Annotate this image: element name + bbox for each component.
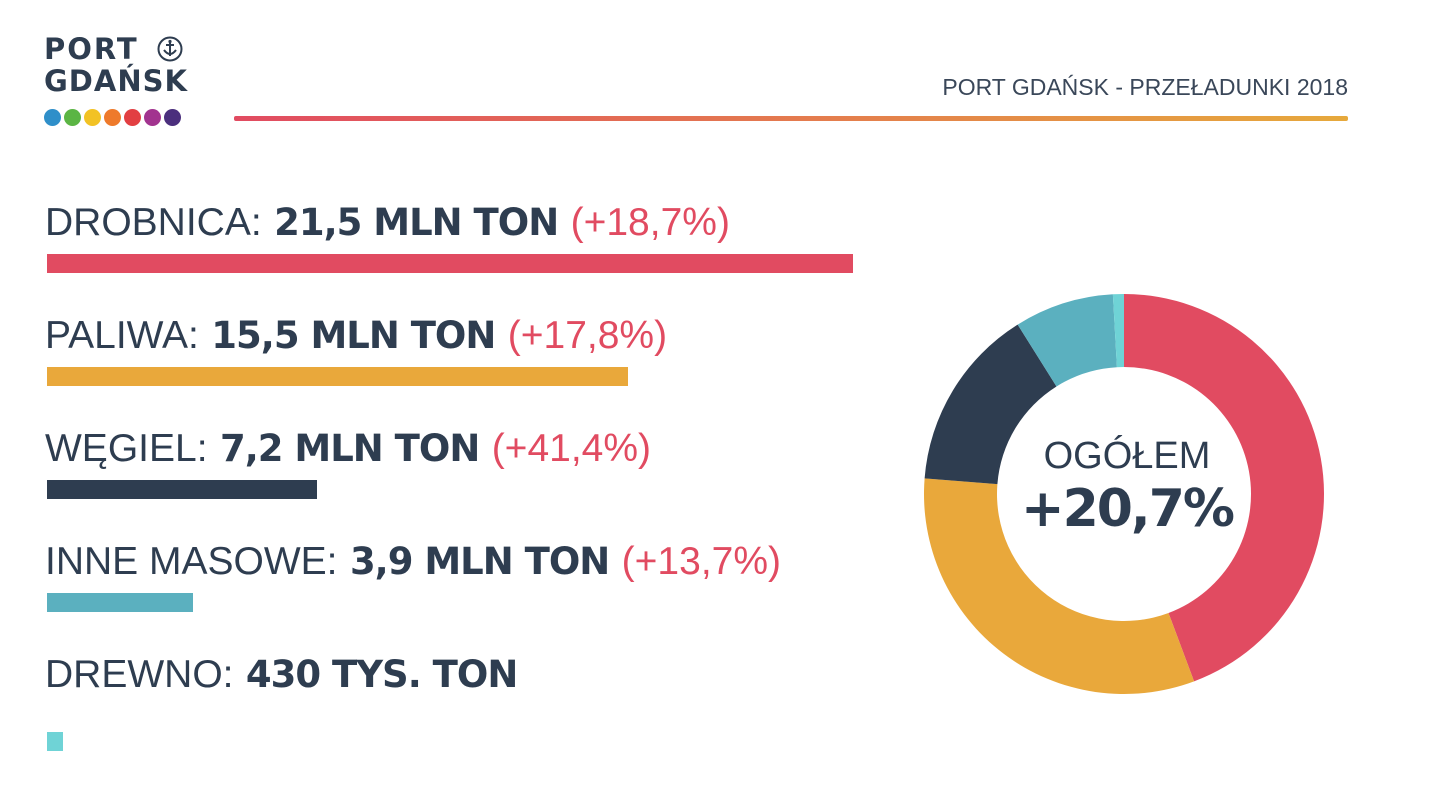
category-row: DREWNO: 430 TYS. TON <box>45 650 865 751</box>
logo-dot <box>164 109 181 126</box>
logo-dot <box>104 109 121 126</box>
category-bar <box>47 480 317 499</box>
anchor-icon <box>157 36 183 62</box>
logo-text-gdansk: GDAŃSK <box>44 64 188 98</box>
logo-text-port: PORT <box>44 32 139 66</box>
category-row: DROBNICA: 21,5 MLN TON (+18,7%) <box>45 198 865 298</box>
category-row: WĘGIEL: 7,2 MLN TON (+41,4%) <box>45 424 865 524</box>
category-change: (+41,4%) <box>491 427 652 470</box>
category-bar <box>47 254 853 273</box>
category-label: PALIWA: 15,5 MLN TON (+17,8%) <box>45 311 667 361</box>
logo-dot <box>64 109 81 126</box>
category-label: DROBNICA: 21,5 MLN TON (+18,7%) <box>45 198 730 248</box>
category-label: DREWNO: 430 TYS. TON <box>45 650 518 700</box>
donut-slice <box>1112 294 1124 368</box>
page-title: PORT GDAŃSK - PRZEŁADUNKI 2018 <box>942 74 1348 100</box>
category-name: INNE MASOWE: <box>45 540 338 583</box>
category-bar <box>47 732 63 751</box>
logo-dot <box>44 109 61 126</box>
donut-slice <box>1124 294 1324 682</box>
category-name: DROBNICA: <box>45 201 262 244</box>
category-value: 15,5 MLN TON <box>211 314 496 357</box>
category-value: 430 TYS. TON <box>245 653 518 696</box>
logo-dots <box>44 109 184 127</box>
category-change: (+17,8%) <box>507 314 668 357</box>
donut-slice <box>1017 294 1117 387</box>
donut-slice <box>924 478 1195 694</box>
category-value: 7,2 MLN TON <box>219 427 480 470</box>
donut-chart <box>924 294 1324 694</box>
header-divider <box>234 116 1348 121</box>
category-row: PALIWA: 15,5 MLN TON (+17,8%) <box>45 311 865 411</box>
logo-dot <box>124 109 141 126</box>
logo-dot <box>144 109 161 126</box>
category-name: WĘGIEL: <box>45 427 208 470</box>
category-label: WĘGIEL: 7,2 MLN TON (+41,4%) <box>45 424 651 474</box>
category-value: 3,9 MLN TON <box>349 540 610 583</box>
donut-slice <box>924 324 1057 485</box>
category-change: (+13,7%) <box>621 540 782 583</box>
category-bar <box>47 367 628 386</box>
category-name: DREWNO: <box>45 653 234 696</box>
donut-center-value: +20,7% <box>1021 479 1235 539</box>
logo-dot <box>84 109 101 126</box>
donut-center-label: OGÓŁEM <box>1043 435 1211 477</box>
category-bar <box>47 593 193 612</box>
category-value: 21,5 MLN TON <box>274 201 559 244</box>
port-gdansk-logo: PORT GDAŃSK <box>44 34 194 130</box>
category-name: PALIWA: <box>45 314 199 357</box>
category-label: INNE MASOWE: 3,9 MLN TON (+13,7%) <box>45 537 781 587</box>
category-change: (+18,7%) <box>570 201 730 244</box>
category-row: INNE MASOWE: 3,9 MLN TON (+13,7%) <box>45 537 865 637</box>
